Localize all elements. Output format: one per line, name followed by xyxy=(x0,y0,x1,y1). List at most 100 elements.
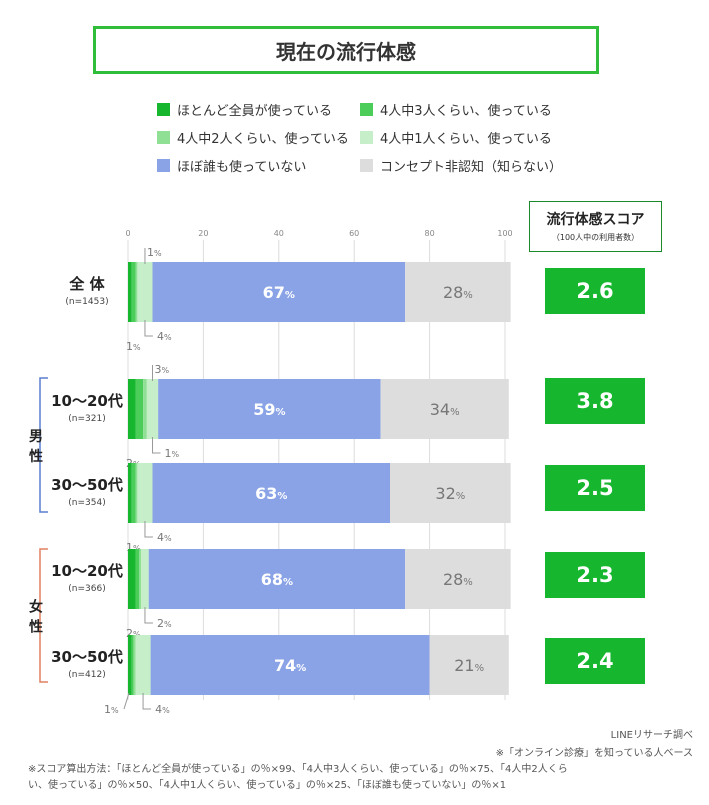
bar-value-label: 21% xyxy=(454,656,484,675)
bar-segment xyxy=(131,262,136,322)
callout-line xyxy=(152,437,161,454)
method-note-2: い、使っている」の％×50、「4人中1人くらい、使っている」の％×25、「ほぼ誰… xyxy=(28,780,507,791)
bar-segment xyxy=(135,463,138,523)
group-bracket xyxy=(39,377,48,513)
score-box: 2.4 xyxy=(545,638,645,684)
callout-line xyxy=(144,521,153,538)
bar-segment xyxy=(128,549,136,609)
group-label-male: 性 xyxy=(29,448,43,465)
category-n-label: (n=366) xyxy=(68,584,105,594)
group-label-male: 男 xyxy=(29,429,43,445)
callout-line xyxy=(123,692,130,710)
bar-segment xyxy=(152,262,406,322)
legend-label: コンセプト非認知（知らない） xyxy=(380,160,563,175)
category-label: 10～20代 xyxy=(51,562,123,580)
small-value-callout: 1% xyxy=(104,703,119,716)
bar-value-label: 28% xyxy=(443,570,473,589)
category-n-label: (n=354) xyxy=(68,498,105,508)
legend-item-nobody: ほぼ誰も使っていない xyxy=(157,156,306,175)
x-tick-label: 40 xyxy=(274,229,284,238)
score-box: 2.6 xyxy=(545,268,645,314)
x-tick-label: 80 xyxy=(425,229,435,238)
legend-swatch xyxy=(157,103,170,116)
legend-item-half: 4人中2人くらい、使っている xyxy=(157,128,349,147)
group-label-female: 女 xyxy=(29,599,43,616)
score-header-title: 流行体感スコア xyxy=(546,212,645,228)
bar-value-label: 59% xyxy=(253,400,285,419)
category-label: 10～20代 xyxy=(51,392,123,410)
small-value-callout: 4% xyxy=(155,703,170,716)
small-value-callout: 4% xyxy=(157,330,172,343)
legend-label: ほとんど全員が使っている xyxy=(177,104,332,119)
bar-segment xyxy=(150,635,430,695)
bar-segment xyxy=(128,463,132,523)
bar-value-label: 63% xyxy=(255,484,287,503)
callout-line xyxy=(144,607,153,624)
bar-segment xyxy=(141,549,149,609)
small-value-callout: 1% xyxy=(147,246,162,259)
category-label: 30～50代 xyxy=(51,648,123,666)
bar-segment xyxy=(128,262,132,322)
callout-line xyxy=(144,320,153,337)
bar-value-label: 67% xyxy=(263,283,295,302)
legend-item-quarter: 4人中1人くらい、使っている xyxy=(360,128,552,147)
legend-item-unaware: コンセプト非認知（知らない） xyxy=(360,156,562,175)
x-tick-label: 60 xyxy=(349,229,359,238)
base-note: ※「オンライン診療」を知っている人ベース xyxy=(495,748,693,759)
legend-swatch xyxy=(360,131,373,144)
x-tick-label: 20 xyxy=(198,229,208,238)
bar-value-label: 34% xyxy=(430,400,460,419)
category-n-label: (n=412) xyxy=(68,670,105,680)
score-box: 2.5 xyxy=(545,465,645,511)
legend-swatch xyxy=(360,103,373,116)
bar-segment xyxy=(148,549,406,609)
small-value-callout: 3% xyxy=(155,363,170,376)
bar-value-label: 28% xyxy=(443,283,473,302)
small-value-callout: 1% xyxy=(126,340,141,353)
legend-item-three-quarters: 4人中3人くらい、使っている xyxy=(360,100,552,119)
bar-segment xyxy=(143,379,147,439)
legend-label: 4人中2人くらい、使っている xyxy=(177,132,349,147)
bar-segment xyxy=(152,463,391,523)
category-n-label: (n=1453) xyxy=(65,297,108,307)
score-box: 2.3 xyxy=(545,552,645,598)
legend-swatch xyxy=(157,159,170,172)
small-value-callout: 2% xyxy=(126,457,141,470)
bar-segment xyxy=(133,635,136,695)
bar-segment xyxy=(137,463,153,523)
bar-segment xyxy=(128,635,132,695)
chart-title: 現在の流行体感 xyxy=(93,26,599,74)
small-value-callout: 1% xyxy=(165,447,180,460)
bar-value-label: 32% xyxy=(435,484,465,503)
category-n-label: (n=321) xyxy=(68,414,105,424)
bar-segment xyxy=(128,379,136,439)
bar-value-label: 68% xyxy=(261,570,293,589)
group-label-female: 性 xyxy=(29,619,43,636)
callout-line xyxy=(142,693,152,710)
bar-segment xyxy=(139,549,142,609)
bar-segment xyxy=(146,379,159,439)
legend-label: 4人中3人くらい、使っている xyxy=(380,104,552,119)
small-value-callout: 2% xyxy=(126,627,141,640)
x-tick-label: 0 xyxy=(125,229,130,238)
bar-segment xyxy=(135,379,144,439)
score-header-subtitle: （100人中の利用者数） xyxy=(551,233,640,242)
bar-segment xyxy=(135,549,140,609)
legend-swatch xyxy=(360,159,373,172)
legend-swatch xyxy=(157,131,170,144)
legend-item-all: ほとんど全員が使っている xyxy=(157,100,332,119)
bar-segment xyxy=(135,635,151,695)
small-value-callout: 2% xyxy=(157,617,172,630)
small-value-callout: 4% xyxy=(157,531,172,544)
source-note: LINEリサーチ調べ xyxy=(610,730,693,741)
bar-segment xyxy=(405,262,511,322)
bar-segment xyxy=(429,635,509,695)
category-label: 30～50代 xyxy=(51,476,123,494)
legend-label: 4人中1人くらい、使っている xyxy=(380,132,552,147)
bar-segment xyxy=(158,379,381,439)
bar-segment xyxy=(405,549,511,609)
x-tick-label: 100 xyxy=(497,229,512,238)
bar-value-label: 74% xyxy=(274,656,306,675)
group-bracket xyxy=(39,548,48,683)
bar-segment xyxy=(135,262,138,322)
